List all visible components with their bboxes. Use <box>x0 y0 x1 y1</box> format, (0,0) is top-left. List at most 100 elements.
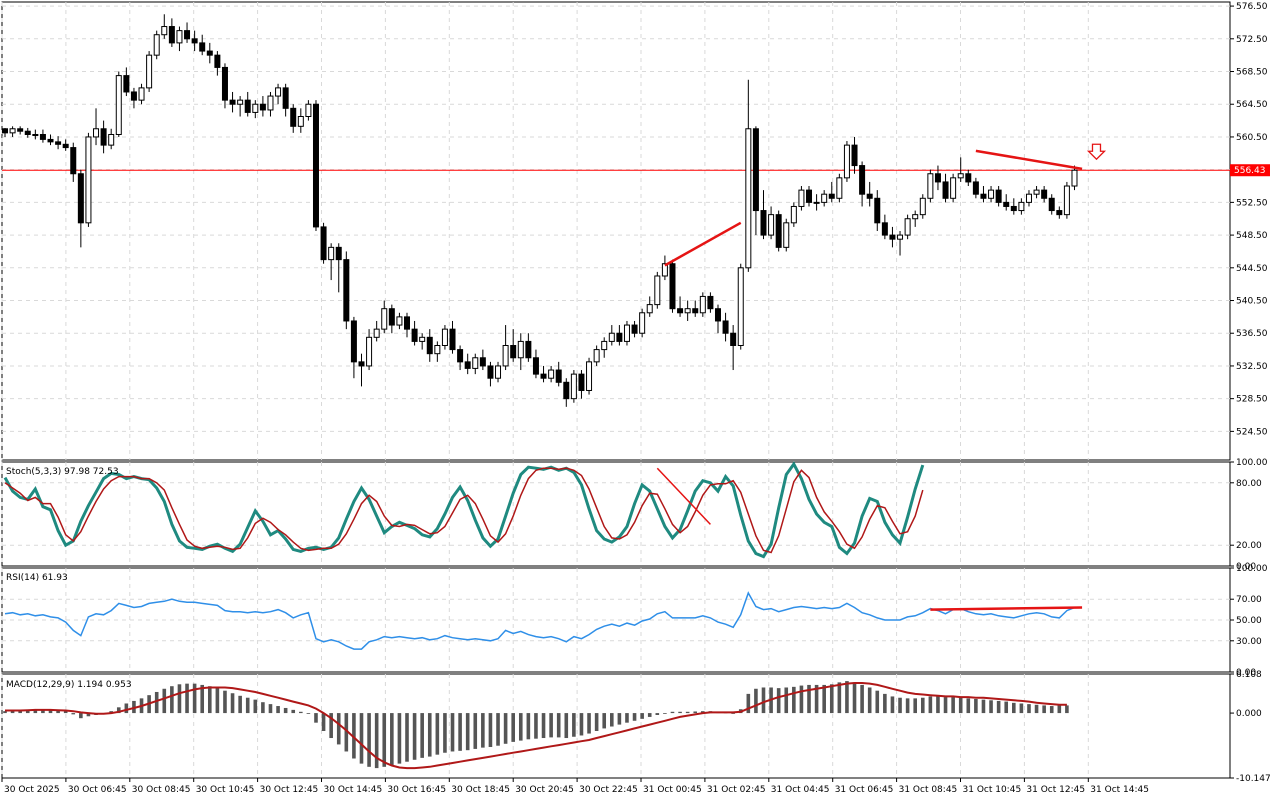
candle-body <box>381 308 388 330</box>
macd-histogram-bar <box>685 711 690 714</box>
candle-body <box>146 54 153 89</box>
macd-histogram-bar <box>526 713 531 740</box>
macd-histogram-bar <box>943 697 948 714</box>
time-tick-label: 31 Oct 08:45 <box>899 785 958 795</box>
macd-histogram-bar <box>450 713 455 752</box>
macd-histogram-bar <box>655 713 660 715</box>
macd-histogram-bar <box>1004 701 1009 714</box>
macd-histogram-bar <box>632 713 637 721</box>
macd-histogram-bar <box>177 684 182 714</box>
candle-body <box>980 193 987 199</box>
macd-histogram-bar <box>754 688 758 714</box>
candle-body <box>707 295 714 310</box>
macd-histogram-bar <box>883 693 887 714</box>
rsi-axis-tick-label: 0.00 <box>1236 668 1256 678</box>
macd-histogram-bar <box>48 710 53 714</box>
macd-histogram-bar <box>1057 705 1062 714</box>
stochastic-panel: 100.00 80.00 20.00 0.00 <box>1 458 1268 572</box>
candle-body <box>957 173 964 179</box>
candle-body <box>350 320 357 363</box>
price-axis-tick-label: 560.50 <box>1236 133 1268 143</box>
macd-histogram-bar <box>382 713 387 767</box>
rsi-panel: 100.00 70.00 50.00 30.00 0.00 <box>1 564 1268 678</box>
candle-body <box>548 369 555 379</box>
candle-body <box>646 304 653 314</box>
candle-body <box>851 144 858 167</box>
candle-body <box>153 34 160 56</box>
candle-body <box>343 259 350 322</box>
price-axis-tick-label: 568.50 <box>1236 68 1268 78</box>
candle-body <box>540 373 547 379</box>
candle-body <box>229 99 236 105</box>
macd-histogram-bar <box>33 709 38 714</box>
macd-histogram-bar <box>367 713 371 767</box>
macd-histogram-bar <box>238 695 242 714</box>
macd-histogram-bar <box>458 713 462 751</box>
time-tick-label: 30 Oct 10:45 <box>196 785 255 795</box>
macd-panel: 6.108 0.000 -10.147 <box>1 670 1271 784</box>
time-tick-label: 30 Oct 2025 <box>4 785 60 795</box>
macd-histogram-bar <box>814 684 819 714</box>
macd-histogram-bar <box>245 697 250 714</box>
macd-histogram-bar <box>71 713 76 715</box>
macd-histogram-bar <box>268 704 273 714</box>
macd-histogram-bar <box>86 713 91 717</box>
candle-body <box>419 336 426 342</box>
candle-body <box>578 373 585 391</box>
candle-body <box>312 103 319 228</box>
candle-body <box>388 308 395 326</box>
candle-body <box>47 138 54 143</box>
macd-histogram-bar <box>405 713 409 762</box>
candle-body <box>510 345 517 359</box>
candle-body <box>502 345 509 367</box>
candle-body <box>722 320 729 334</box>
candle-body <box>62 143 69 149</box>
candle-body <box>745 128 752 269</box>
macd-histogram-bar <box>1019 703 1024 714</box>
candle-body <box>866 193 873 199</box>
macd-histogram-bar <box>822 684 826 714</box>
candle-body <box>161 26 168 36</box>
macd-histogram-bar <box>185 683 189 714</box>
macd-histogram-bar <box>207 686 212 714</box>
candle-body <box>1041 189 1048 199</box>
stoch-axis-tick-label: 0.00 <box>1236 562 1256 572</box>
candle-body <box>813 201 820 204</box>
macd-histogram-bar <box>390 713 394 766</box>
price-trendline <box>664 221 742 267</box>
candle-body <box>77 173 84 224</box>
candle-body <box>93 128 100 138</box>
rsi-line <box>4 591 1075 650</box>
macd-histogram-bar <box>1012 702 1016 714</box>
price-axis-tick-label: 572.50 <box>1236 35 1268 45</box>
macd-histogram-bar <box>25 710 30 714</box>
macd-histogram-bar <box>503 713 508 744</box>
candle-body <box>252 103 259 113</box>
candle-body <box>661 263 668 277</box>
candle-body <box>24 130 31 135</box>
macd-histogram-bar <box>928 696 933 714</box>
candle-body <box>532 357 539 375</box>
macd-histogram-bar <box>427 713 432 757</box>
candle-body <box>396 316 403 326</box>
macd-histogram-bar <box>936 696 940 714</box>
candle-body <box>806 189 813 203</box>
macd-histogram-bar <box>10 710 15 714</box>
candle-body <box>843 144 850 179</box>
macd-histogram-bar <box>572 713 576 737</box>
candle-body <box>199 42 206 52</box>
candle-body <box>912 214 919 220</box>
macd-histogram-bar <box>435 713 440 755</box>
price-axis-tick-label: 564.50 <box>1236 100 1268 110</box>
candle-body <box>366 336 373 367</box>
macd-histogram-bar <box>784 687 789 714</box>
time-tick-label: 31 Oct 06:45 <box>835 785 894 795</box>
macd-histogram-bar <box>359 713 364 764</box>
macd-histogram-bar <box>829 684 834 714</box>
candle-body <box>790 205 797 224</box>
price-axis-tick-label: 528.50 <box>1236 395 1268 405</box>
macd-histogram-bar <box>1042 705 1046 714</box>
candle-body <box>775 214 782 248</box>
candle-body <box>237 99 244 105</box>
